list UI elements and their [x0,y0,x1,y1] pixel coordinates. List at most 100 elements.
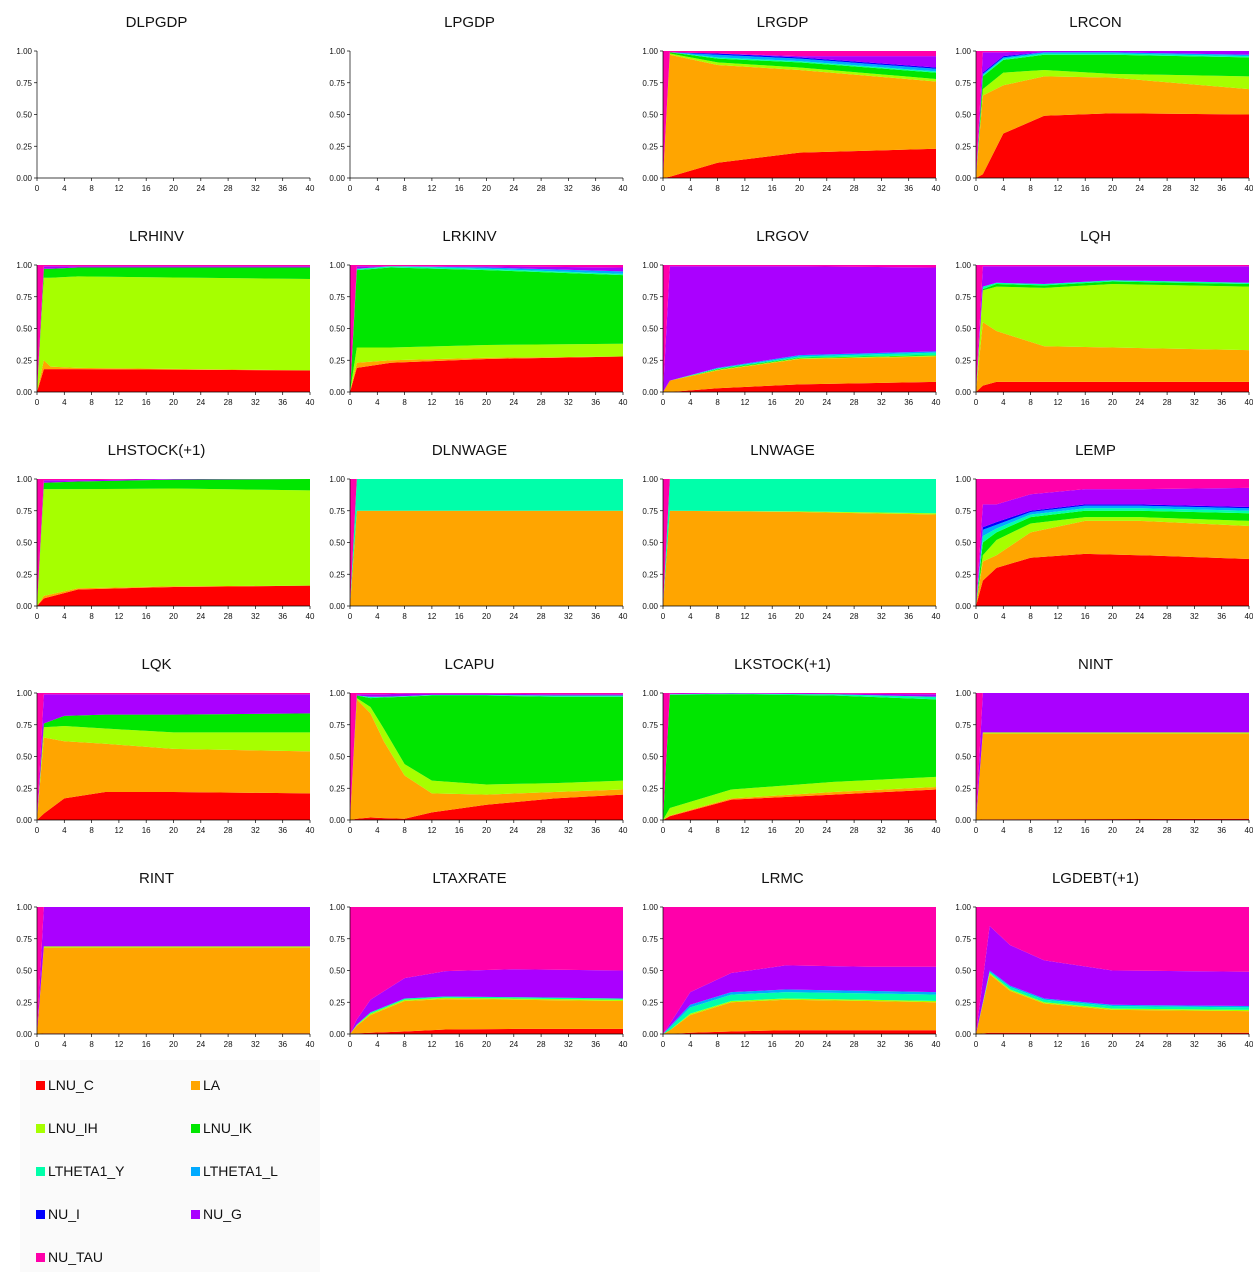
series-area-la [350,999,623,1034]
x-tick-label: 40 [306,1040,315,1049]
y-tick-label: 0.00 [642,174,658,183]
series-area-ltheta1_l [663,989,936,1034]
y-tick-label: 0.00 [642,1030,658,1039]
y-tick-label: 0.00 [329,816,345,825]
y-tick-label: 0.75 [16,507,32,516]
x-tick-label: 36 [278,612,287,621]
x-tick-label: 4 [62,1040,67,1049]
x-tick-label: 4 [375,184,380,193]
x-tick-label: 16 [1081,826,1090,835]
y-tick-label: 1.00 [642,475,658,484]
y-tick-label: 0.25 [955,998,971,1007]
panel-title: LTAXRATE [432,870,507,887]
series-area-nu_tau [663,907,936,1034]
x-tick-label: 4 [62,184,67,193]
panel-title: LGDEBT(+1) [1051,870,1140,887]
x-tick-label: 8 [89,1040,94,1049]
panel-title: LEMP [1075,442,1116,459]
y-tick-label: 0.50 [329,967,345,976]
x-tick-label: 8 [89,398,94,407]
chart-panel: LTAXRATE 0.00 0.25 0.50 0.75 1.00 0 4 8 12 16 20 24 2… [313,856,628,1070]
y-tick-label: 0.25 [16,784,32,793]
x-tick-label: 24 [196,612,205,621]
panel-title: LRGOV [756,228,809,245]
x-tick-label: 12 [740,184,749,193]
y-tick-label: 0.00 [642,602,658,611]
series-area-la [976,974,1249,1034]
x-tick-label: 0 [348,184,353,193]
x-tick-label: 20 [482,612,491,621]
y-tick-label: 0.25 [329,570,345,579]
panel-title: DLNWAGE [431,442,508,459]
x-tick-label: 40 [932,612,941,621]
x-tick-label: 28 [1163,398,1172,407]
x-tick-label: 32 [1190,1040,1199,1049]
series-area-la [663,786,936,820]
series-area-lnu_ik [663,694,936,820]
x-tick-label: 12 [740,826,749,835]
x-tick-label: 28 [1163,184,1172,193]
x-tick-label: 36 [904,826,913,835]
x-tick-label: 16 [142,184,151,193]
y-tick-label: 0.75 [16,721,32,730]
panel-title: NINT [1078,656,1113,673]
series-area-lnu_c [976,381,1249,392]
x-tick-label: 24 [1135,612,1144,621]
y-tick-label: 0.75 [329,935,345,944]
x-tick-label: 20 [795,612,804,621]
series-area-la [350,510,623,606]
series-area-lnu_ih [37,276,310,392]
chart-panel: LHSTOCK(+1) 0.00 0.25 0.50 0.75 1.00 0 4 8 12 16 20… [0,428,315,642]
y-tick-label: 1.00 [955,689,971,698]
stacked-area-plot: 0.00 0.25 0.50 0.75 1.00 0 4 8 12 16 20 24 28 32 36 40 [642,261,941,407]
series-area-ltheta1_y [663,992,936,1034]
x-tick-label: 8 [1028,184,1033,193]
series-area-lnu_c [350,794,623,820]
x-tick-label: 8 [1028,612,1033,621]
x-tick-label: 24 [509,1040,518,1049]
y-tick-label: 0.50 [955,325,971,334]
x-tick-label: 8 [715,398,720,407]
y-tick-label: 0.25 [955,142,971,151]
x-tick-label: 0 [348,398,353,407]
x-tick-label: 20 [795,184,804,193]
x-tick-label: 28 [850,826,859,835]
x-tick-label: 4 [375,826,380,835]
x-tick-label: 24 [196,826,205,835]
panel-title: LPGDP [444,14,495,31]
x-tick-label: 12 [427,612,436,621]
x-tick-label: 28 [537,612,546,621]
x-tick-label: 36 [591,826,600,835]
x-tick-label: 16 [768,184,777,193]
y-tick-label: 0.25 [16,142,32,151]
x-tick-label: 0 [661,1040,666,1049]
y-tick-label: 0.25 [16,998,32,1007]
series-area-nu_g [976,266,1249,392]
x-tick-label: 32 [251,398,260,407]
series-area-nu_g [350,969,623,1034]
chart-panel: LRHINV 0.00 0.25 0.50 0.75 1.00 0 4 8 12 16 20 24 28 3… [0,214,315,428]
x-tick-label: 24 [822,398,831,407]
y-tick-label: 0.75 [955,293,971,302]
y-tick-label: 0.50 [955,539,971,548]
chart-panel: LRGDP 0.00 0.25 0.50 0.75 1.00 0 4 8 12 16 20 24 28 32… [626,0,941,214]
y-tick-label: 1.00 [642,903,658,912]
y-tick-label: 0.75 [642,507,658,516]
y-tick-label: 0.50 [642,111,658,120]
x-tick-label: 16 [768,826,777,835]
legend-item: LNU_IK [191,1119,252,1137]
stacked-area-plot: 0.00 0.25 0.50 0.75 1.00 0 4 8 12 16 20 24 28 32 36 40 [16,903,315,1049]
panel-title: LNWAGE [750,442,815,459]
series-area-lnu_ih [37,726,310,820]
x-tick-label: 40 [932,184,941,193]
legend-swatch [191,1209,200,1219]
legend-item: LNU_C [36,1076,94,1094]
y-tick-label: 0.50 [16,967,32,976]
chart-panel: LQH 0.00 0.25 0.50 0.75 1.00 0 4 8 12 16 20 24 28 32 36… [939,214,1253,428]
x-tick-label: 12 [114,398,123,407]
x-tick-label: 28 [850,612,859,621]
x-tick-label: 8 [402,826,407,835]
x-tick-label: 12 [740,398,749,407]
y-tick-label: 1.00 [16,475,32,484]
y-tick-label: 0.50 [329,325,345,334]
